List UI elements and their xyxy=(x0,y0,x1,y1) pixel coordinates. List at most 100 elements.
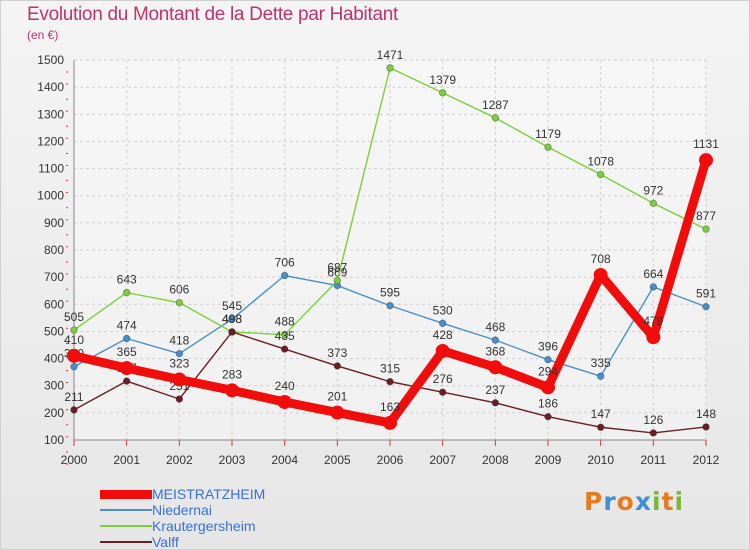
data-label: 315 xyxy=(380,362,400,376)
chart-legend: MEISTRATZHEIM Niedernai Krautergersheim Val… xyxy=(100,486,265,550)
data-label: 591 xyxy=(696,287,716,301)
data-label: 276 xyxy=(433,372,453,386)
x-tick-label: 2000 xyxy=(61,453,88,467)
data-label: 972 xyxy=(643,183,663,197)
data-point xyxy=(225,383,239,398)
y-tick-label: 1400 xyxy=(37,80,64,94)
y-tick-label: 700 xyxy=(44,270,64,284)
data-point xyxy=(544,355,552,364)
legend-item: MEISTRATZHEIM xyxy=(100,486,265,502)
data-point xyxy=(280,330,289,339)
y-tick-label: 400 xyxy=(44,352,64,366)
data-label: 201 xyxy=(327,390,347,404)
y-tick-label: 100 xyxy=(44,433,64,447)
data-point xyxy=(386,377,394,386)
data-label: 211 xyxy=(64,390,83,404)
y-tick-label: 200 xyxy=(44,406,64,420)
data-point xyxy=(330,405,345,420)
legend-swatch xyxy=(100,509,152,511)
y-tick-label: 900 xyxy=(44,216,64,230)
y-tick-label: 600 xyxy=(44,297,64,311)
y-tick-label: 1200 xyxy=(37,134,64,148)
data-point xyxy=(491,336,500,344)
x-tick-label: 2008 xyxy=(482,453,509,467)
data-point xyxy=(70,363,78,371)
data-label: 877 xyxy=(696,209,716,223)
data-point xyxy=(593,267,608,282)
data-point xyxy=(383,415,397,430)
data-point xyxy=(175,349,184,358)
data-label: 147 xyxy=(591,407,611,421)
data-point xyxy=(435,343,450,358)
data-label: 479 xyxy=(643,314,663,328)
legend-item: Valff xyxy=(100,534,265,550)
x-tick-label: 2009 xyxy=(535,453,562,467)
proxiti-logo: Proxiti xyxy=(584,487,684,516)
data-label: 606 xyxy=(169,283,189,297)
logo-letter: x xyxy=(634,487,652,516)
legend-label: Krautergersheim xyxy=(152,518,256,534)
data-point xyxy=(122,377,131,385)
legend-item: Krautergersheim xyxy=(100,518,265,534)
legend-label: Niedernai xyxy=(152,502,212,518)
data-point xyxy=(596,423,605,431)
y-tick-label: 500 xyxy=(44,324,64,338)
data-point xyxy=(596,372,605,380)
data-label: 365 xyxy=(117,345,137,359)
data-label: 687 xyxy=(327,261,347,275)
data-label: 323 xyxy=(169,356,189,370)
data-label: 1179 xyxy=(535,127,561,141)
data-point xyxy=(280,345,289,353)
data-label: 595 xyxy=(380,286,400,300)
data-point xyxy=(649,283,658,291)
data-point xyxy=(699,153,713,168)
data-point xyxy=(119,361,134,376)
data-label: 488 xyxy=(275,315,295,329)
data-label: 294 xyxy=(538,364,558,378)
y-tick-label: 1500 xyxy=(37,53,64,67)
data-label: 148 xyxy=(696,407,716,421)
series-valff: 211317251498435373315276237186147126148 xyxy=(64,312,716,437)
y-tick-label: 1100 xyxy=(38,162,64,176)
data-point xyxy=(438,89,447,97)
data-point xyxy=(386,64,394,72)
logo-letter: r xyxy=(603,487,617,516)
data-point xyxy=(649,429,658,437)
data-point xyxy=(277,395,292,409)
data-point xyxy=(175,395,184,403)
data-point xyxy=(70,406,78,414)
logo-letter: o xyxy=(616,487,635,516)
x-tick-label: 2010 xyxy=(587,453,614,467)
data-label: 335 xyxy=(591,356,611,370)
data-label: 186 xyxy=(538,397,558,411)
data-label: 373 xyxy=(327,346,347,360)
data-point xyxy=(175,298,184,307)
data-label: 428 xyxy=(433,328,453,342)
data-point xyxy=(596,170,605,179)
data-point xyxy=(280,271,289,280)
data-label: 1471 xyxy=(377,48,404,62)
data-label: 545 xyxy=(222,299,242,313)
data-point xyxy=(491,399,500,407)
data-point xyxy=(649,199,658,208)
x-tick-label: 2011 xyxy=(640,453,666,467)
y-tick-label: 1300 xyxy=(37,107,64,121)
data-label: 368 xyxy=(485,344,505,358)
data-label: 643 xyxy=(117,273,137,287)
legend-swatch xyxy=(100,489,152,499)
data-point xyxy=(702,303,710,311)
data-label: 474 xyxy=(117,318,137,332)
y-tick-label: 800 xyxy=(44,243,64,257)
data-label: 283 xyxy=(222,367,242,381)
data-label: 530 xyxy=(433,303,453,317)
data-point xyxy=(228,315,236,323)
data-point xyxy=(544,143,552,151)
data-label: 396 xyxy=(538,340,558,354)
x-tick-label: 2012 xyxy=(693,453,720,467)
data-label: 240 xyxy=(275,379,295,393)
data-label: 435 xyxy=(275,329,295,343)
logo-letter: t xyxy=(661,487,675,516)
legend-swatch xyxy=(100,541,152,543)
